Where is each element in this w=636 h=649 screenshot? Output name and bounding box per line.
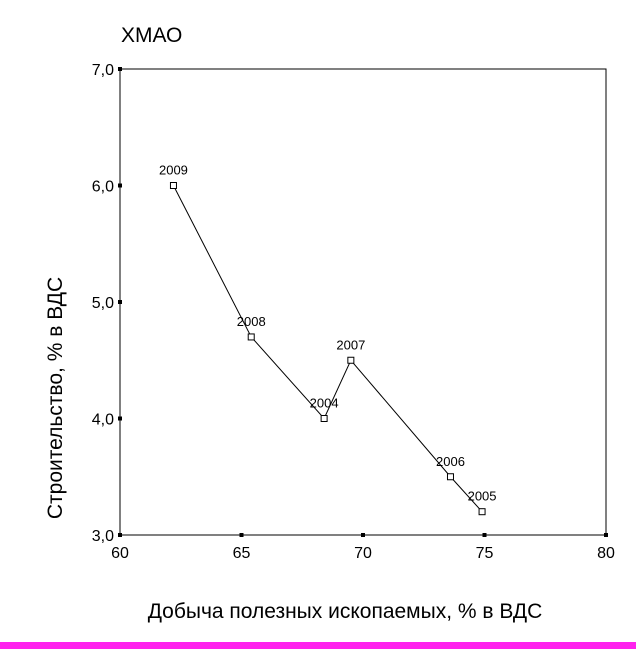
x-tick-mark xyxy=(361,533,365,537)
series-line xyxy=(173,185,483,513)
y-tick-mark xyxy=(118,183,122,188)
y-axis-label: Строительство, % в ВДС xyxy=(44,277,67,519)
x-tick-label: 75 xyxy=(476,545,494,562)
y-tick-label: 3,0 xyxy=(92,528,114,545)
data-point-marker xyxy=(478,508,486,516)
y-tick-label: 4,0 xyxy=(92,412,114,429)
data-point-marker xyxy=(347,356,355,364)
data-point-marker xyxy=(320,415,328,422)
data-point-marker xyxy=(446,473,454,481)
y-tick-mark xyxy=(118,300,122,304)
data-point-marker xyxy=(247,333,255,341)
y-tick-label: 6,0 xyxy=(92,179,114,196)
x-tick-label: 80 xyxy=(597,545,615,562)
y-tick-label: 7,0 xyxy=(92,62,114,79)
data-point-label: 2004 xyxy=(310,396,339,411)
x-tick-mark xyxy=(239,533,244,537)
x-tick-mark xyxy=(482,533,487,537)
chart-title: ХМАО xyxy=(121,24,182,47)
data-point-marker xyxy=(169,182,177,189)
y-axis: 3,0 4,0 5,0 6,0 7,0 xyxy=(92,62,122,545)
data-point-label: 2007 xyxy=(336,337,365,352)
y-tick-mark xyxy=(118,416,122,421)
x-tick-mark xyxy=(604,533,608,537)
x-axis: 60 65 70 75 80 xyxy=(111,533,615,562)
x-axis-label: Добыча полезных ископаемых, % в ВДС xyxy=(148,600,543,623)
x-tick-label: 70 xyxy=(354,545,372,562)
data-markers xyxy=(169,182,486,516)
x-tick-label: 60 xyxy=(111,545,129,562)
bottom-accent-bar xyxy=(0,642,636,649)
y-tick-mark xyxy=(118,67,122,71)
data-point-label: 2006 xyxy=(436,454,465,469)
data-point-label: 2009 xyxy=(159,163,188,178)
data-point-label: 2005 xyxy=(468,489,497,504)
x-tick-label: 65 xyxy=(233,545,251,562)
point-labels: 2009 2008 2004 2007 2006 2005 xyxy=(159,163,497,504)
plot-frame xyxy=(119,68,607,536)
data-point-label: 2008 xyxy=(237,314,266,329)
y-tick-label: 5,0 xyxy=(92,295,114,312)
x-tick-mark xyxy=(118,533,122,537)
